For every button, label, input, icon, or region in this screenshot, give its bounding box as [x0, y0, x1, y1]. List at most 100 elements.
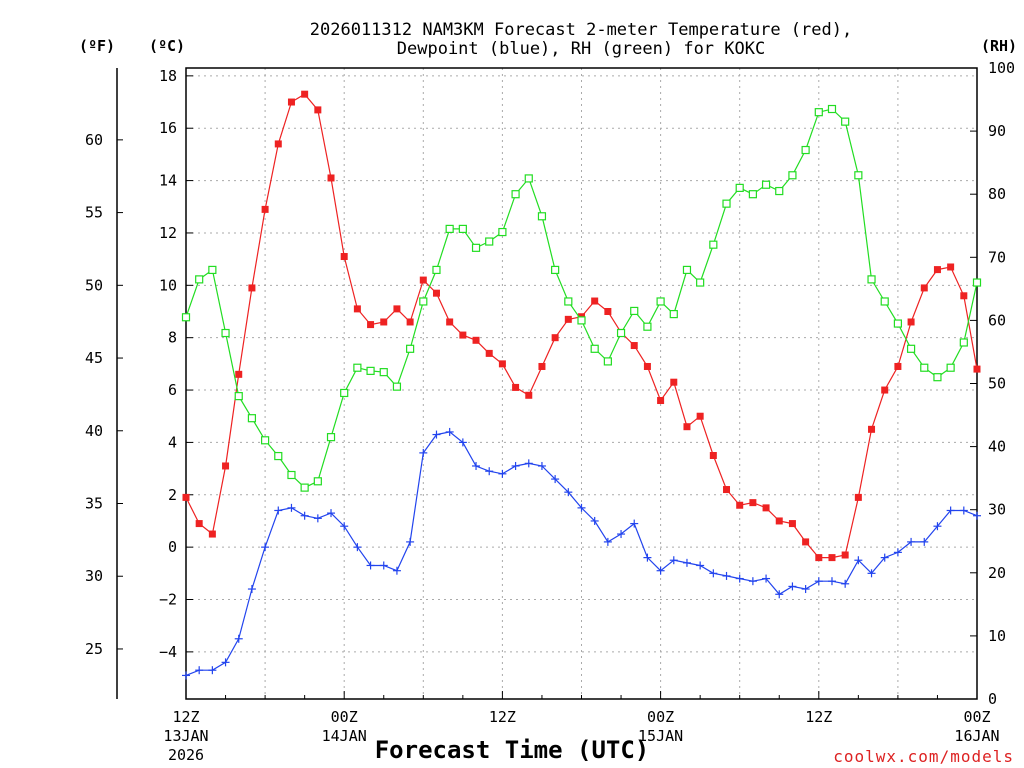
data-point-rh [709, 240, 718, 249]
data-point-temperature [512, 383, 520, 391]
data-point-temperature [182, 493, 190, 501]
data-point-rh [524, 174, 533, 183]
tick-label-rh: 40 [988, 438, 1006, 456]
data-point-rh [841, 117, 850, 126]
data-point-rh [511, 190, 520, 199]
tick-label-rh: 60 [988, 311, 1006, 329]
data-point-rh [616, 328, 626, 338]
tick-label-celsius: 14 [159, 172, 177, 190]
data-point-rh [419, 297, 428, 306]
data-point-dewpoint [300, 511, 309, 520]
tick-label-time: 12Z [805, 708, 832, 726]
data-point-rh [959, 338, 968, 347]
data-point-dewpoint [920, 537, 929, 546]
data-point-dewpoint [195, 666, 204, 675]
data-point-temperature [367, 321, 375, 329]
data-point-rh [788, 171, 797, 180]
data-point-dewpoint [419, 448, 428, 457]
data-point-temperature [723, 486, 731, 494]
data-point-rh [313, 477, 322, 486]
data-point-rh [537, 212, 547, 221]
data-point-dewpoint [590, 516, 599, 525]
tick-label-rh: 80 [988, 185, 1006, 203]
series-layer [181, 90, 982, 680]
data-point-rh [498, 227, 507, 237]
tick-label-celsius: 8 [168, 329, 177, 347]
data-point-rh [630, 306, 639, 316]
unit-label-celsius: (ºC) [149, 37, 185, 55]
data-point-rh [366, 366, 375, 375]
data-point-rh [485, 237, 494, 246]
data-point-dewpoint [472, 461, 481, 470]
tick-label-date: 15JAN [638, 727, 683, 745]
data-point-dewpoint [392, 566, 401, 575]
tick-label-rh: 20 [988, 564, 1006, 582]
x-axis-label: Forecast Time (UTC) [375, 736, 650, 764]
data-point-rh [300, 483, 309, 492]
data-point-dewpoint [827, 577, 836, 586]
tick-label-celsius: 6 [168, 381, 177, 399]
data-point-rh [458, 224, 467, 234]
data-point-dewpoint [524, 459, 533, 468]
tick-label-time: 00Z [647, 708, 674, 726]
data-point-dewpoint [735, 574, 744, 583]
data-point-dewpoint [682, 558, 691, 567]
tick-label-celsius: −4 [159, 643, 177, 661]
data-point-rh [221, 328, 230, 338]
data-point-dewpoint [643, 553, 652, 562]
data-point-rh [564, 297, 573, 306]
data-point-rh [801, 145, 810, 155]
data-point-dewpoint [603, 537, 612, 546]
data-point-dewpoint [722, 571, 731, 580]
data-point-rh [432, 265, 441, 275]
data-point-temperature [947, 263, 955, 271]
data-point-dewpoint [762, 574, 771, 583]
data-point-dewpoint [669, 556, 678, 565]
tick-label-rh: 70 [988, 248, 1006, 266]
data-point-rh [748, 190, 757, 199]
data-point-dewpoint [406, 537, 415, 546]
data-point-temperature [287, 98, 295, 106]
data-point-dewpoint [893, 548, 902, 557]
data-point-temperature [261, 205, 269, 213]
data-point-rh [353, 363, 362, 372]
data-point-dewpoint [221, 658, 230, 667]
data-point-temperature [538, 362, 546, 370]
data-point-dewpoint [498, 469, 507, 478]
data-point-rh [656, 297, 665, 306]
data-point-dewpoint [973, 511, 981, 520]
data-point-temperature [828, 554, 836, 562]
tick-label-time: 00Z [331, 708, 358, 726]
data-point-temperature [472, 336, 480, 344]
data-point-temperature [709, 452, 717, 460]
data-point-rh [247, 414, 257, 423]
data-point-temperature [762, 504, 770, 512]
data-point-dewpoint [748, 577, 757, 586]
data-point-rh [933, 373, 942, 382]
data-point-temperature [235, 370, 243, 378]
data-point-temperature [933, 266, 941, 274]
data-point-dewpoint [366, 561, 375, 570]
data-point-rh [603, 357, 612, 366]
tick-label-fahrenheit: 50 [85, 276, 103, 294]
data-point-temperature [419, 276, 427, 284]
tick-label-date: 14JAN [322, 727, 367, 745]
data-point-dewpoint [709, 569, 718, 578]
data-point-rh [274, 451, 283, 461]
series-temperature [182, 90, 981, 562]
data-point-rh [682, 265, 692, 275]
tick-label-fahrenheit: 25 [85, 640, 103, 658]
tick-label-fahrenheit: 35 [85, 495, 103, 513]
unit-label-rh: (RH) [981, 37, 1017, 55]
data-point-temperature [868, 425, 876, 433]
chart-title-line2: Dewpoint (blue), RH (green) for KOKC [397, 39, 765, 59]
data-point-rh [551, 265, 560, 275]
data-point-dewpoint [485, 467, 494, 476]
data-point-dewpoint [867, 569, 876, 578]
data-point-temperature [353, 305, 361, 313]
data-point-temperature [406, 318, 414, 326]
data-point-rh [735, 183, 744, 192]
data-point-rh [775, 186, 784, 196]
data-point-rh [208, 265, 217, 275]
